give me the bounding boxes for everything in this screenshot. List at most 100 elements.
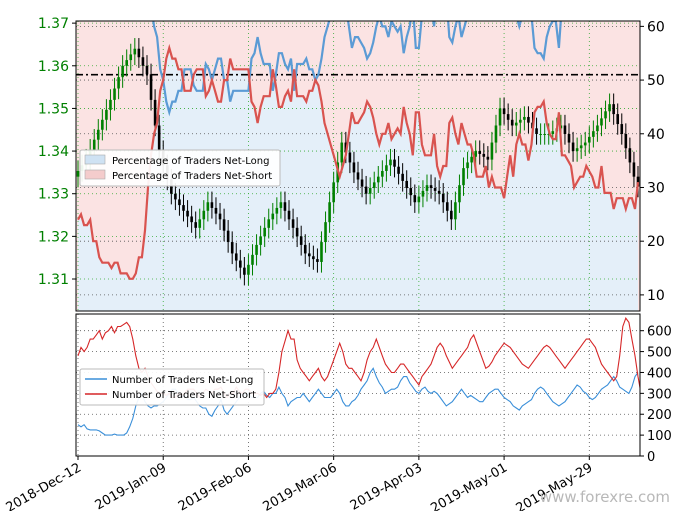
candle-body	[389, 159, 392, 166]
candle-body	[502, 108, 506, 115]
candle-body	[397, 166, 400, 174]
candle-body	[551, 131, 555, 135]
candle-body	[368, 188, 372, 194]
date-tick-label: 2019-Mar-06	[261, 460, 340, 511]
count-tick-label: 300	[647, 387, 672, 402]
count-tick-label: 400	[647, 366, 672, 381]
candle-body	[239, 260, 242, 268]
price-tick-label: 1.34	[38, 144, 69, 160]
candle-body	[490, 142, 494, 160]
candle-body	[332, 182, 335, 203]
count-tick-label: 200	[647, 408, 672, 423]
candle-body	[275, 207, 279, 214]
candle-body	[579, 145, 583, 149]
count-axis: 0 100 200 300 400 500 600	[640, 325, 672, 465]
watermark: www.forexre.com	[540, 488, 670, 506]
candle-body	[230, 242, 234, 254]
candle-body	[592, 131, 595, 137]
bottom-legend: Number of Traders Net-Long Number of Trad…	[79, 368, 265, 406]
candle-body	[352, 162, 356, 173]
candle-body	[547, 134, 551, 136]
candle-body	[510, 119, 514, 126]
candle-body	[137, 48, 141, 58]
candle-body	[234, 253, 238, 261]
percent-tick-label: 60	[647, 19, 665, 35]
candle-body	[295, 227, 299, 237]
candle-body	[117, 77, 120, 89]
candle-body	[612, 104, 615, 115]
candle-body	[628, 148, 632, 163]
candle-body	[450, 210, 453, 220]
legend-box	[79, 368, 265, 406]
candle-body	[413, 195, 417, 203]
candle-body	[575, 148, 579, 152]
candle-body	[178, 199, 181, 206]
candle-body	[113, 88, 116, 100]
date-axis: 2018-Dec-12 2019-Jan-09 2019-Feb-06 2019-Ma…	[4, 456, 595, 511]
count-tick-label: 100	[647, 429, 672, 444]
percent-tick-label: 50	[647, 73, 665, 89]
legend-swatch	[84, 169, 106, 180]
percent-tick-label: 10	[647, 288, 665, 304]
candle-body	[157, 125, 161, 152]
candle-body	[486, 156, 490, 160]
candle-body	[271, 213, 275, 220]
candle-body	[129, 54, 133, 61]
count-tick-label: 500	[647, 346, 672, 361]
candle-body	[198, 219, 202, 228]
percent-tick-label: 40	[647, 127, 665, 143]
candle-body	[283, 202, 287, 211]
candle-body	[563, 125, 567, 135]
candle-body	[636, 176, 640, 187]
candle-body	[433, 188, 437, 191]
candle-body	[340, 142, 344, 163]
top-panel-frame	[75, 20, 641, 312]
candle-body	[316, 259, 319, 262]
candle-body	[76, 170, 80, 177]
candle-body	[527, 116, 530, 123]
candle-body	[222, 219, 226, 231]
candle-body	[523, 116, 526, 120]
candle-body	[624, 134, 628, 149]
candle-body	[247, 264, 250, 275]
percent-axis: 10 20 30 40 50 60	[640, 19, 665, 304]
date-tick-label: 2018-Dec-12	[4, 460, 84, 511]
candle-body	[429, 185, 433, 189]
price-tick-label: 1.31	[38, 272, 69, 288]
candle-body	[324, 222, 327, 243]
candle-body	[312, 256, 315, 260]
candle-body	[121, 65, 124, 78]
candle-body	[478, 151, 482, 154]
candle-body	[645, 197, 648, 207]
candle-body	[125, 60, 128, 66]
candle-body	[287, 210, 291, 220]
legend-box	[79, 149, 281, 187]
candle-body	[470, 156, 473, 163]
candle-body	[376, 176, 380, 183]
candle-body	[571, 142, 575, 152]
candle-body	[482, 153, 486, 157]
candle-body	[92, 139, 96, 150]
percent-tick-label: 30	[647, 180, 665, 196]
candle-body	[454, 202, 457, 220]
legend-swatch	[84, 154, 106, 165]
date-tick-label: 2019-Jan-09	[93, 460, 170, 511]
candle-body	[194, 222, 197, 228]
candle-body	[226, 230, 230, 243]
price-axis: 1.31 1.32 1.33 1.34 1.35 1.36 1.37	[38, 16, 76, 288]
legend-label: Percentage of Traders Net-Long	[112, 156, 270, 167]
candle-body	[105, 109, 108, 120]
candle-body	[616, 114, 620, 125]
candle-body	[409, 188, 413, 196]
candle-body	[308, 253, 311, 257]
candle-body	[153, 99, 157, 126]
candle-body	[186, 210, 189, 217]
candle-body	[421, 190, 425, 197]
candle-body	[588, 136, 591, 143]
candle-body	[437, 190, 441, 194]
candle-body	[632, 162, 636, 177]
candle-body	[182, 205, 185, 211]
candle-body	[401, 173, 404, 181]
candle-body	[405, 180, 408, 189]
candle-body	[174, 193, 177, 200]
